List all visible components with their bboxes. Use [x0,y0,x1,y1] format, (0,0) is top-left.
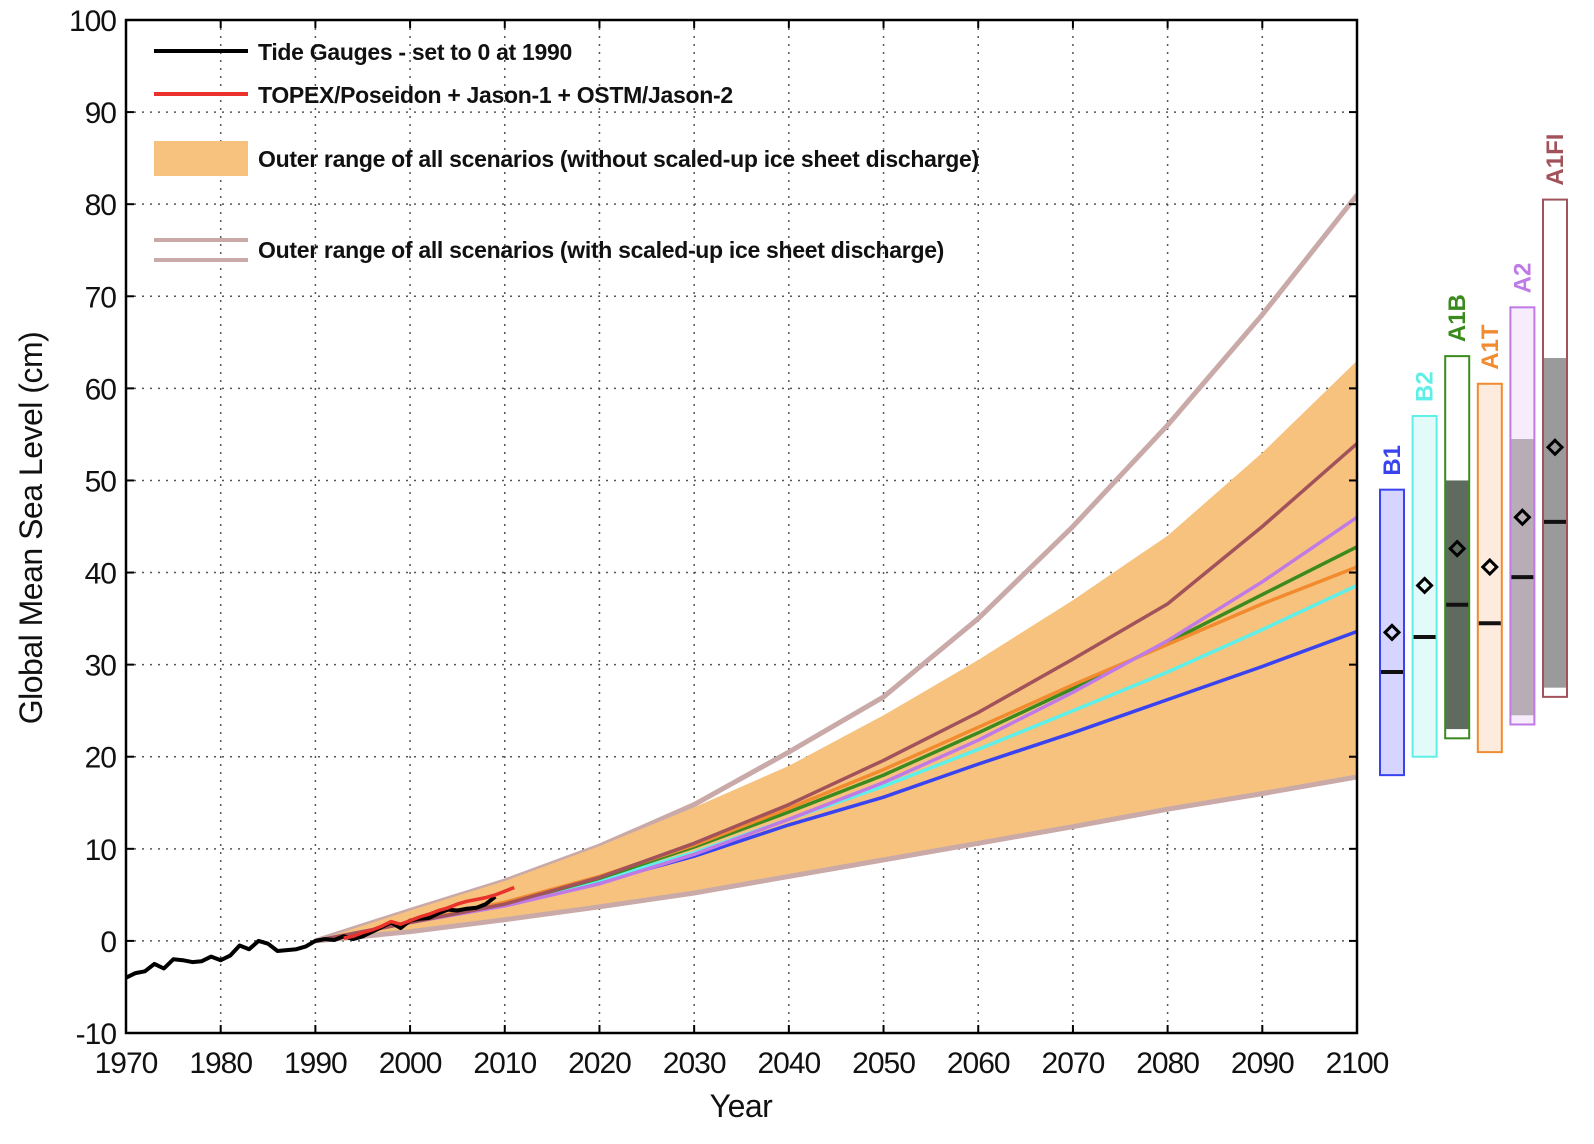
scenario-bar-mean-a2 [1513,508,1532,527]
scenario-bar-mean-a1b [1448,539,1467,558]
y-tick-label: 20 [85,742,117,775]
scenario-bar-label-a1fi: A1FI [1542,134,1569,186]
scenario-bar-label-a1t: A1T [1477,324,1504,370]
plot-frame [124,18,1359,1035]
y-tick-label: 80 [85,189,117,222]
x-axis-tick-labels: 1970 1980 1990 2000 2010 2020 2030 2040 2050 2060… [95,1047,1390,1080]
legend: Tide Gauges - set to 0 at 1990 TOPEX/Pos… [154,39,979,263]
scenario-bar-inner-b2 [1412,521,1437,757]
y-tick-label: 40 [85,558,117,591]
scenario-bar-a1b: A1B [1444,294,1471,740]
legend-label-band-without: Outer range of all scenarios (without sc… [258,146,979,172]
band-with-discharge-lower-line [315,774,1357,944]
x-tick-label: 2070 [1042,1047,1105,1080]
y-tick-label: 70 [85,281,117,314]
y-tick-label: 10 [85,834,117,867]
y-axis-tick-labels: -10 0 10 20 30 40 50 60 70 80 90 100 [69,5,117,1051]
x-tick-label: 1990 [284,1047,347,1080]
series-line-a1fi [315,442,1357,943]
tide-gauges-line [126,895,497,980]
scenario-bar-a1t: A1T [1476,324,1504,754]
scenario-bar-a1fi: A1FI [1542,134,1569,698]
scenario-series-lines [315,442,1357,943]
x-tick-label: 2090 [1231,1047,1294,1080]
x-tick-label: 1980 [189,1047,252,1080]
x-tick-label: 2020 [568,1047,631,1080]
y-axis-title: Global Mean Sea Level (cm) [13,332,49,725]
legend-swatch-band-without [154,141,248,176]
x-tick-label: 2100 [1326,1047,1389,1080]
y-tick-label: 100 [69,5,116,38]
y-tick-label: 50 [85,465,117,498]
scenario-bar-inner-a1t [1477,503,1502,753]
scenario-bar-outline-a2 [1509,306,1536,726]
scenario-bar-a2: A2 [1509,263,1536,726]
scenario-bar-b2: B2 [1411,371,1439,758]
y-tick-label: 0 [100,926,116,959]
legend-label-satellite: TOPEX/Poseidon + Jason-1 + OSTM/Jason-2 [258,82,733,108]
scenario-bar-outline-a1t [1476,382,1503,754]
scenario-bar-outline-b2 [1411,414,1438,758]
scenario-bar-mean-b1 [1382,623,1402,642]
x-tick-label: 2030 [663,1047,726,1080]
scenario-bar-label-b2: B2 [1412,371,1439,402]
x-tick-label: 2040 [757,1047,820,1080]
legend-label-tide-gauges: Tide Gauges - set to 0 at 1990 [258,39,572,65]
x-axis-title: Year [710,1088,774,1124]
y-tick-label: 90 [85,97,117,130]
scenario-bar-label-a1b: A1B [1444,294,1471,342]
x-tick-label: 2050 [852,1047,915,1080]
x-tick-label: 2080 [1136,1047,1199,1080]
x-tick-label: 2000 [379,1047,442,1080]
scenario-bar-b1: B1 [1379,445,1406,777]
scenario-bar-label-b1: B1 [1379,445,1406,476]
scenario-bar-mean-b2 [1415,576,1434,595]
scenario-bar-outline-a1b [1444,355,1471,740]
legend-label-band-with: Outer range of all scenarios (with scale… [258,237,944,263]
scenario-bar-label-a2: A2 [1509,263,1536,294]
scenario-bar-mean-a1fi [1545,438,1565,457]
y-tick-label: 30 [85,650,117,683]
axis-tick-marks [125,19,1358,1034]
band-without-discharge [315,360,1357,941]
scenario-bar-outline-a1fi [1542,198,1568,698]
y-tick-label: 60 [85,373,117,406]
y-tick-label: -10 [76,1018,117,1051]
x-tick-label: 1970 [95,1047,158,1080]
x-tick-label: 2010 [473,1047,536,1080]
satellite-altimetry-line [343,885,515,940]
x-tick-label: 2060 [947,1047,1010,1080]
scenario-bar-outline-b1 [1379,488,1405,777]
scenario-bar-mean-a1t [1480,557,1499,577]
